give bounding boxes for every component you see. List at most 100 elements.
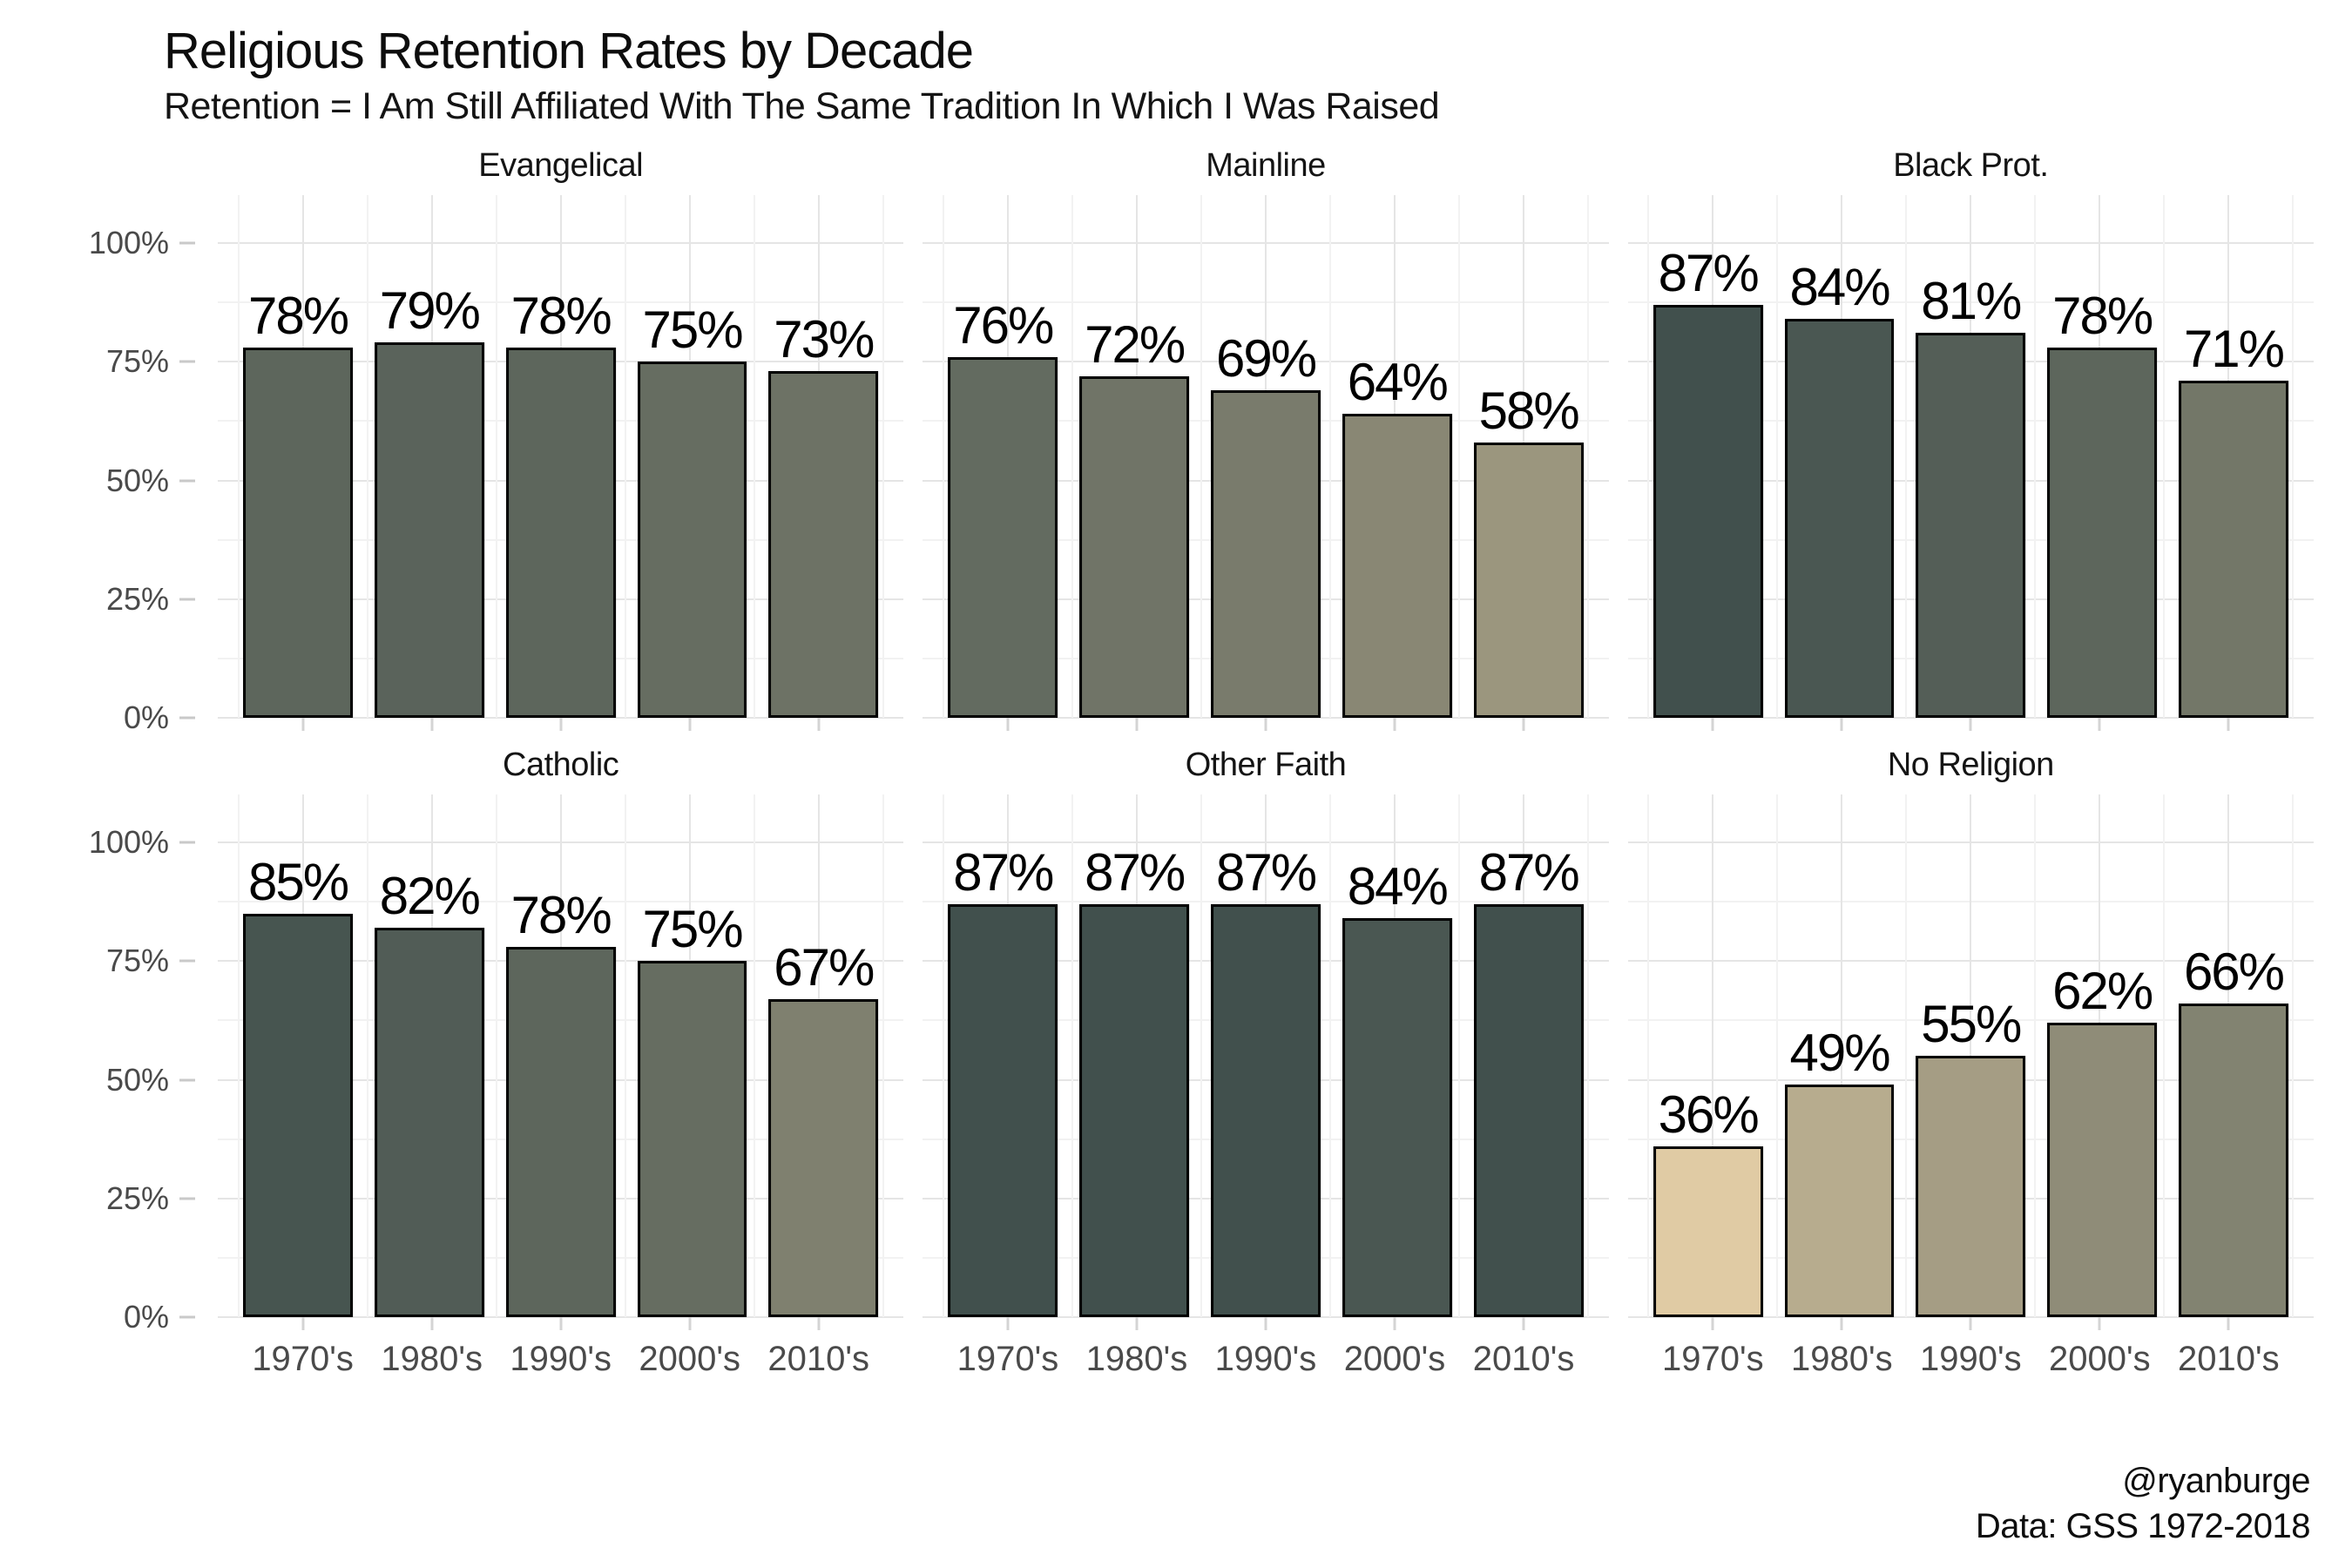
facet-mainline: Mainline 76% 72% 69% 64% 58%	[923, 145, 1609, 735]
bar	[1916, 333, 2026, 719]
bar-slot-2010: 58%	[1469, 195, 1588, 719]
x-ticks	[1628, 718, 2314, 735]
y-tick-mark	[179, 1078, 195, 1082]
bar	[2179, 1004, 2288, 1318]
bar-slot-2010: 67%	[764, 794, 883, 1318]
y-tick-mark	[179, 716, 195, 720]
gridline-v-minor	[882, 195, 884, 719]
y-axis-gutter: 0% 25% 50% 75% 100%	[49, 744, 199, 1397]
x-tick-mark	[817, 718, 821, 732]
bar	[1211, 903, 1321, 1318]
bar	[1652, 304, 1763, 719]
facet-title: No Religion	[1887, 747, 2054, 784]
bar-slot-1980: 82%	[369, 794, 489, 1318]
x-tick-mark	[1522, 1317, 1525, 1331]
gridline-v-minor	[1071, 195, 1073, 719]
bar	[1342, 414, 1452, 719]
bar-slot-2010: 71%	[2174, 195, 2294, 719]
gridline-v-minor	[237, 794, 240, 1318]
bar-value-label: 78%	[2052, 286, 2153, 345]
x-tick-label: 1990's	[1920, 1340, 2022, 1379]
y-tick-label: 25%	[105, 1179, 169, 1216]
x-tick-label: 2000's	[2049, 1340, 2151, 1379]
footer-source: Data: GSS 1972-2018	[1975, 1507, 2311, 1545]
y-axis: 0% 25% 50% 75% 100%	[49, 195, 199, 733]
gridline-v-minor	[366, 195, 368, 719]
facet-panel: 76% 72% 69% 64% 58%	[923, 195, 1609, 720]
gridline-v-minor	[1776, 195, 1779, 719]
x-tick-mark	[1711, 1317, 1714, 1331]
bars: 85% 82% 78% 75% 67%	[239, 794, 883, 1318]
y-tick-label: 0%	[123, 1299, 169, 1335]
gridline-v-minor	[1200, 794, 1202, 1318]
gridline-v-minor	[1329, 794, 1331, 1318]
x-tick-label: 1980's	[381, 1340, 483, 1379]
bar	[243, 347, 353, 719]
bar-value-label: 78%	[510, 286, 612, 345]
facet-catholic: Catholic 85% 82% 78% 75% 67% 1970's 1980's 1990'…	[218, 744, 904, 1397]
x-tick-mark	[1006, 1317, 1010, 1331]
bar-value-label: 78%	[510, 885, 612, 944]
gridline-v-minor	[624, 195, 626, 719]
bar	[1079, 903, 1190, 1318]
y-tick-label: 100%	[88, 224, 169, 260]
bar-value-label: 82%	[379, 867, 481, 926]
bar-slot-2010: 87%	[1469, 794, 1588, 1318]
x-tick-mark	[2098, 1317, 2101, 1331]
x-tick-mark	[2227, 1317, 2230, 1331]
y-tick-label: 75%	[105, 343, 169, 380]
gridline-v-minor	[1200, 195, 1202, 719]
facet-panel: 87% 84% 81% 78% 71%	[1627, 195, 2314, 720]
bar	[1473, 442, 1584, 719]
bar	[2047, 1023, 2158, 1318]
facet-panel: 78% 79% 78% 75% 73%	[218, 195, 904, 720]
facet-title: Evangelical	[478, 147, 644, 185]
bar-value-label: 75%	[642, 900, 743, 959]
x-tick-label: 1970's	[956, 1340, 1059, 1379]
bar	[1473, 903, 1584, 1318]
x-ticks	[923, 718, 1608, 735]
x-tick-mark	[1135, 718, 1139, 732]
gridline-v-minor	[2034, 794, 2037, 1318]
x-tick-label: 2000's	[1343, 1340, 1446, 1379]
x-tick-label: 1990's	[1214, 1340, 1317, 1379]
bar	[637, 961, 747, 1318]
facet-black-prot: Black Prot. 87% 84% 81% 78% 71%	[1627, 145, 2314, 735]
bar-value-label: 78%	[247, 286, 349, 345]
gridline-v-major	[1841, 794, 1843, 1318]
bar-value-label: 87%	[1478, 842, 1580, 902]
bar-value-label: 87%	[1085, 842, 1186, 902]
bar	[1211, 389, 1321, 719]
bar-slot-1970: 76%	[943, 195, 1063, 719]
bars: 78% 79% 78% 75% 73%	[239, 195, 883, 719]
x-tick-mark	[1006, 718, 1010, 732]
x-tick-label: 1970's	[252, 1340, 354, 1379]
facet-title: Catholic	[503, 747, 619, 784]
bars: 87% 87% 87% 84% 87%	[943, 794, 1588, 1318]
bar	[2179, 381, 2288, 719]
y-tick-mark	[179, 241, 195, 245]
x-tick-mark	[2098, 718, 2101, 732]
x-tick-mark	[1393, 718, 1396, 732]
gridline-v-minor	[237, 195, 240, 719]
bar-slot-1990: 81%	[1911, 195, 2031, 719]
x-axis: 1970's 1980's 1990's 2000's 2010's	[218, 1340, 903, 1397]
y-tick-mark	[179, 360, 195, 363]
y-tick-mark	[179, 479, 195, 483]
gridline-v-minor	[2292, 794, 2295, 1318]
x-tick-label: 1980's	[1085, 1340, 1188, 1379]
facet-no-religion: No Religion 36% 49% 55% 62% 66% 1970's 1980's 19…	[1627, 744, 2314, 1397]
bar	[1784, 1085, 1895, 1318]
y-tick-label: 50%	[105, 1061, 169, 1098]
x-tick-mark	[2227, 718, 2230, 732]
bar-slot-1970: 87%	[943, 794, 1063, 1318]
y-tick-label: 100%	[88, 823, 169, 860]
bars: 76% 72% 69% 64% 58%	[943, 195, 1588, 719]
chart-subtitle: Retention = I Am Still Affiliated With T…	[164, 84, 1440, 127]
gridline-v-minor	[1587, 794, 1590, 1318]
bar-slot-1980: 87%	[1075, 794, 1194, 1318]
bar-slot-2010: 66%	[2174, 794, 2294, 1318]
bar-slot-1990: 55%	[1911, 794, 2031, 1318]
facet-title: Mainline	[1206, 147, 1326, 185]
bar-slot-1980: 72%	[1075, 195, 1194, 719]
